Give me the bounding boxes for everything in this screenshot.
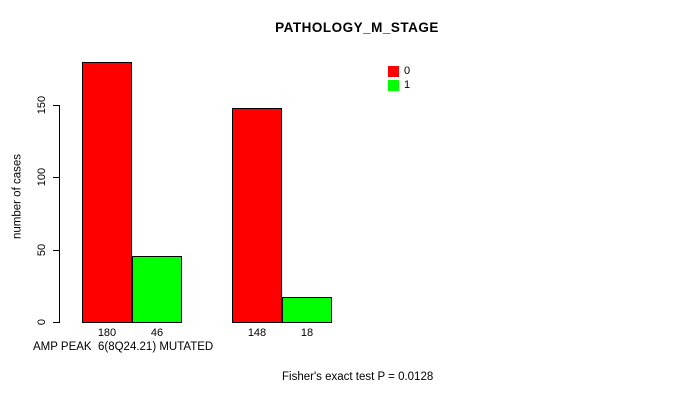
- y-tick-label-0: 0: [36, 318, 48, 326]
- y-tick-label-100: 100: [36, 167, 48, 187]
- legend-swatch-red: [388, 66, 399, 77]
- legend-swatch-green: [388, 80, 399, 91]
- y-tick-mark-50: [53, 249, 59, 251]
- y-tick-mark-0: [53, 322, 59, 323]
- bar-value-label: 18: [300, 327, 314, 339]
- legend-label-0: 0: [404, 65, 411, 77]
- y-tick-mark-100: [53, 177, 59, 178]
- chart-title: PATHOLOGY_M_STAGE: [275, 20, 439, 35]
- bar-group2-series-1: [282, 297, 332, 323]
- bar-value-label: 148: [247, 327, 267, 339]
- bar-group1-series-0: [82, 62, 132, 323]
- bar-value-label: 46: [150, 327, 164, 339]
- y-tick-mark-150: [53, 104, 59, 106]
- legend: 0 1: [388, 65, 410, 93]
- y-tick-label-50: 50: [36, 243, 48, 256]
- legend-item-1: 1: [388, 79, 410, 92]
- legend-label-1: 1: [404, 79, 411, 91]
- legend-item-0: 0: [388, 65, 410, 78]
- fisher-test-annotation: Fisher's exact test P = 0.0128: [282, 371, 434, 383]
- bar-group1-series-1: [132, 256, 182, 323]
- bar-value-label: 180: [97, 327, 117, 339]
- y-axis-line: [59, 104, 60, 323]
- y-tick-label-150: 150: [36, 95, 48, 114]
- bar-group2-series-0: [232, 108, 282, 323]
- y-axis-title: number of cases: [11, 154, 24, 240]
- x-axis-title: AMP PEAK 6(8Q24.21) MUTATED: [33, 341, 214, 353]
